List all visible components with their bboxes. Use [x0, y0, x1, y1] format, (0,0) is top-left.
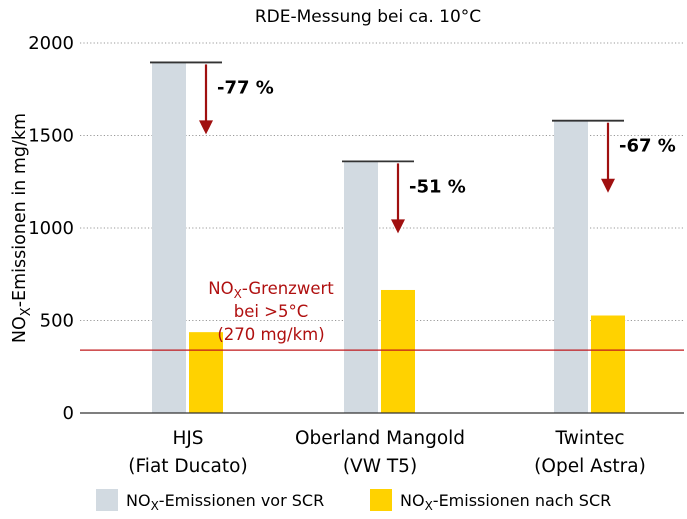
y-axis-label-sub: X: [19, 307, 34, 316]
y-axis-label-main: NO: [10, 316, 30, 343]
chart-title: RDE-Messung bei ca. 10°C: [255, 7, 481, 27]
reduction-arrow-head: [199, 120, 213, 135]
category-label-model: (Fiat Ducato): [128, 456, 247, 477]
category-label-model: (Opel Astra): [534, 456, 646, 477]
limit-label-sub: X: [234, 287, 242, 301]
y-tick-labels: 0 500 1000 1500 2000: [28, 33, 74, 424]
y-tick-label: 1000: [28, 218, 74, 239]
legend-after-sub: X: [425, 499, 433, 513]
category-label-name: Oberland Mangold: [295, 428, 465, 449]
legend-label-before: NOX-Emissionen vor SCR: [126, 491, 324, 513]
legend-label-after: NOX-Emissionen nach SCR: [400, 491, 611, 513]
category-label-name: HJS: [172, 428, 203, 449]
legend-before-sub: X: [151, 499, 159, 513]
y-axis-label: NOX-Emissionen in mg/km: [10, 113, 34, 343]
reduction-label: -51 %: [409, 176, 466, 197]
y-tick-label: 0: [63, 403, 74, 424]
bar-before-scr: [344, 161, 378, 413]
category-labels: HJS (Fiat Ducato) Oberland Mangold (VW T5) T…: [128, 428, 646, 477]
reduction-label: -77 %: [217, 77, 274, 98]
limit-label-line2: bei >5°C: [234, 302, 309, 321]
y-tick-label: 1500: [28, 126, 74, 147]
category-label-model: (VW T5): [343, 456, 417, 477]
bar-before-scr: [152, 62, 186, 414]
legend-after-rest: -Emissionen nach SCR: [433, 491, 611, 510]
reduction-arrow-head: [391, 219, 405, 234]
reduction-arrows: [199, 64, 615, 234]
bar-caps: [150, 61, 624, 163]
limit-label-rest: -Grenzwert: [242, 279, 334, 298]
y-axis-label-rest: -Emissionen in mg/km: [10, 113, 30, 307]
legend: NOX-Emissionen vor SCR NOX-Emissionen na…: [96, 489, 611, 513]
limit-label-main: NO: [208, 279, 233, 298]
bar-after-scr: [591, 315, 625, 413]
bar-after-scr: [381, 289, 415, 413]
category-label-name: Twintec: [554, 428, 624, 449]
bars: [152, 62, 625, 414]
legend-swatch-before: [96, 489, 118, 511]
reduction-label: -67 %: [619, 136, 676, 157]
y-tick-label: 500: [40, 311, 74, 332]
y-tick-label: 2000: [28, 33, 74, 54]
bar-after-scr: [189, 332, 223, 413]
legend-before-main: NO: [126, 491, 151, 510]
legend-swatch-after: [370, 489, 392, 511]
limit-label-line1: NOX-Grenzwert: [208, 279, 334, 301]
limit-label-line3: (270 mg/km): [217, 325, 324, 344]
reduction-arrow-head: [601, 178, 615, 193]
bar-before-scr: [554, 120, 588, 413]
reduction-labels: -77 % -51 % -67 %: [217, 77, 676, 197]
legend-before-rest: -Emissionen vor SCR: [159, 491, 324, 510]
legend-after-main: NO: [400, 491, 425, 510]
